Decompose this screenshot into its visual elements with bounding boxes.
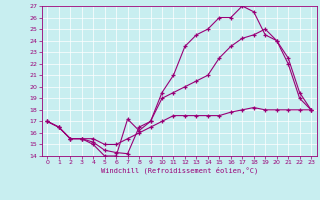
X-axis label: Windchill (Refroidissement éolien,°C): Windchill (Refroidissement éolien,°C) xyxy=(100,167,258,174)
